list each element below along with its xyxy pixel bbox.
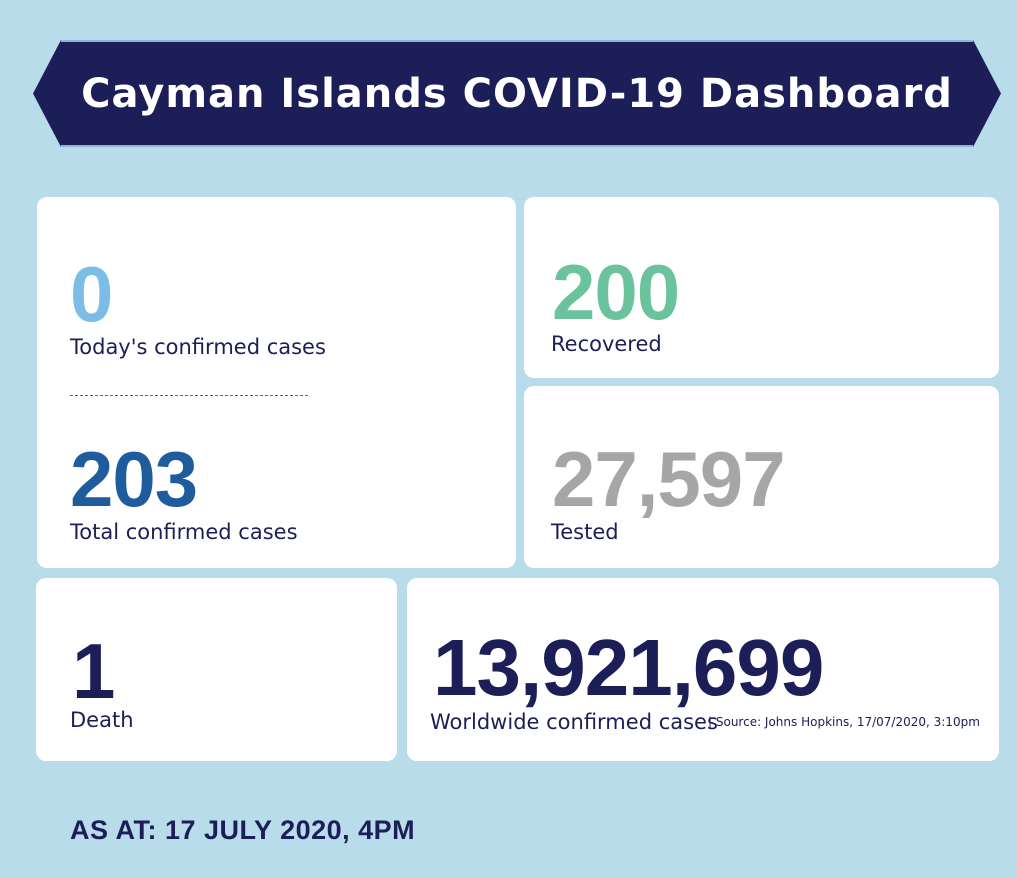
tested-card: 27,597 Tested xyxy=(524,386,999,568)
today-cases-value: 0 xyxy=(70,250,113,338)
total-cases-value: 203 xyxy=(70,435,198,523)
confirmed-cases-card: 0 Today's confirmed cases 203 Total conf… xyxy=(37,197,516,568)
header-banner: Cayman Islands COVID-19 Dashboard xyxy=(33,40,1001,147)
worldwide-card: 13,921,699 Worldwide confirmed cases | S… xyxy=(407,578,999,761)
card-divider xyxy=(70,395,308,396)
worldwide-value: 13,921,699 xyxy=(433,623,824,712)
total-cases-label: Total confirmed cases xyxy=(70,520,298,544)
banner-shape xyxy=(33,40,1001,147)
today-cases-label: Today's confirmed cases xyxy=(70,335,326,359)
recovered-label: Recovered xyxy=(551,332,662,356)
tested-value: 27,597 xyxy=(552,435,786,523)
death-card: 1 Death xyxy=(36,578,397,761)
recovered-card: 200 Recovered xyxy=(524,197,999,378)
worldwide-label: Worldwide confirmed cases xyxy=(430,710,718,734)
source-note: | Source: Johns Hopkins, 17/07/2020, 3:1… xyxy=(708,715,980,729)
death-label: Death xyxy=(70,708,134,732)
death-value: 1 xyxy=(72,627,115,715)
recovered-value: 200 xyxy=(552,248,680,336)
as-at-timestamp: AS AT: 17 JULY 2020, 4PM xyxy=(70,815,416,845)
tested-label: Tested xyxy=(551,520,619,544)
page-title: Cayman Islands COVID-19 Dashboard xyxy=(81,70,953,117)
